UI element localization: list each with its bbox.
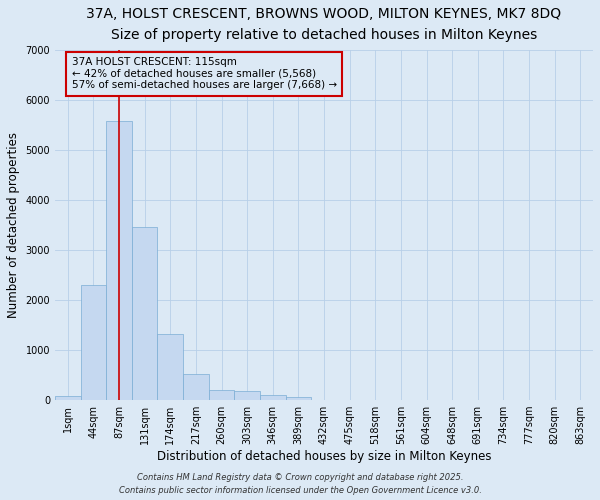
Bar bbox=[157, 334, 183, 400]
Bar bbox=[132, 228, 157, 400]
Title: 37A, HOLST CRESCENT, BROWNS WOOD, MILTON KEYNES, MK7 8DQ
Size of property relati: 37A, HOLST CRESCENT, BROWNS WOOD, MILTON… bbox=[86, 7, 562, 42]
Y-axis label: Number of detached properties: Number of detached properties bbox=[7, 132, 20, 318]
Bar bbox=[183, 374, 209, 400]
Bar bbox=[55, 396, 80, 400]
Bar bbox=[106, 121, 132, 400]
Bar bbox=[286, 397, 311, 400]
Text: 37A HOLST CRESCENT: 115sqm
← 42% of detached houses are smaller (5,568)
57% of s: 37A HOLST CRESCENT: 115sqm ← 42% of deta… bbox=[71, 57, 337, 90]
Bar bbox=[235, 390, 260, 400]
X-axis label: Distribution of detached houses by size in Milton Keynes: Distribution of detached houses by size … bbox=[157, 450, 491, 463]
Bar bbox=[80, 285, 106, 400]
Bar bbox=[260, 395, 286, 400]
Text: Contains HM Land Registry data © Crown copyright and database right 2025.
Contai: Contains HM Land Registry data © Crown c… bbox=[119, 474, 481, 495]
Bar bbox=[209, 390, 235, 400]
